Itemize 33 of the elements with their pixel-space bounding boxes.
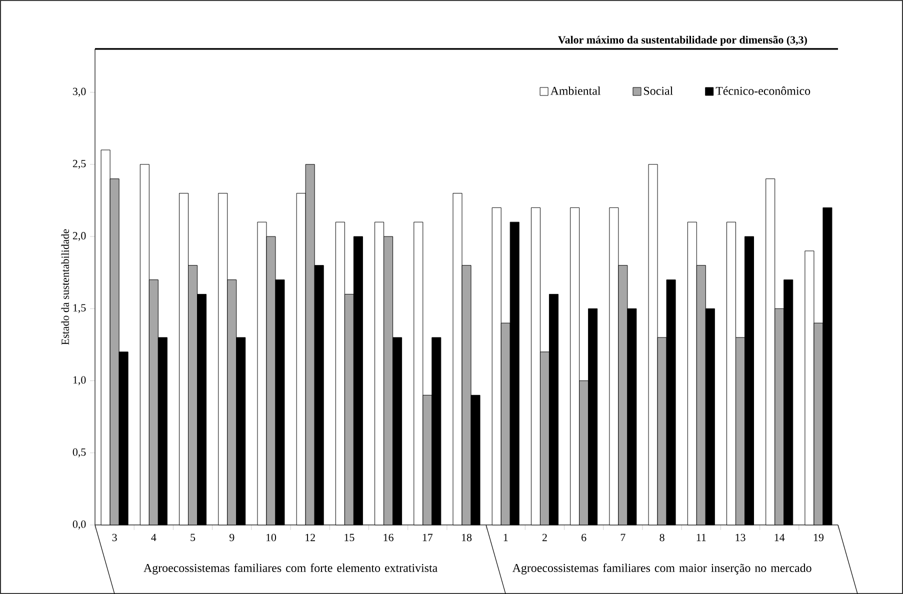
x-tick-label: 14	[774, 534, 785, 542]
ref-line-label: Valor máximo da sustentabilidade por dimensão (3,3)	[558, 36, 807, 46]
x-tick-label: 1	[504, 534, 508, 542]
x-tick-label: 16	[384, 534, 394, 542]
x-tick-label: 15	[344, 534, 354, 542]
y-tick-label: 3,0	[72, 88, 86, 97]
x-tick-label: 13	[736, 534, 746, 542]
legend-label: Ambiental	[550, 86, 601, 95]
y-tick-label: 1,0	[73, 376, 86, 386]
x-tick-label: 18	[462, 534, 472, 542]
x-tick-label: 11	[696, 534, 706, 542]
y-tick-label: 2,0	[72, 232, 86, 241]
y-tick-label: 1,5	[73, 304, 86, 314]
x-tick-label: 3	[112, 534, 117, 542]
x-tick-label: 17	[422, 534, 433, 542]
y-tick-label: 0,0	[72, 520, 86, 530]
x-tick-label: 2	[542, 534, 547, 542]
legend-label: Técnico-econômico	[716, 86, 810, 95]
text: Agroecossistemas familiares com maior inserção no mercado	[512, 563, 812, 574]
y-axis-title: Estado da sustentabilidade	[61, 229, 69, 345]
x-tick-label: 8	[660, 534, 664, 542]
x-tick-label: 7	[620, 534, 626, 542]
x-tick-label: 5	[190, 534, 196, 542]
x-tick-label: 10	[266, 534, 276, 542]
x-tick-label: 19	[814, 534, 824, 542]
x-tick-label: 4	[151, 534, 156, 542]
x-tick-label: 9	[229, 534, 234, 542]
legend-label: Social	[644, 86, 673, 95]
y-tick-label: 2,5	[72, 160, 86, 169]
y-tick-label: 0,5	[72, 448, 86, 458]
x-tick-label: 6	[582, 534, 586, 542]
text: Agroecossistemas familiares com forte elemento extrativista	[144, 563, 438, 574]
x-tick-label: 12	[306, 534, 315, 542]
